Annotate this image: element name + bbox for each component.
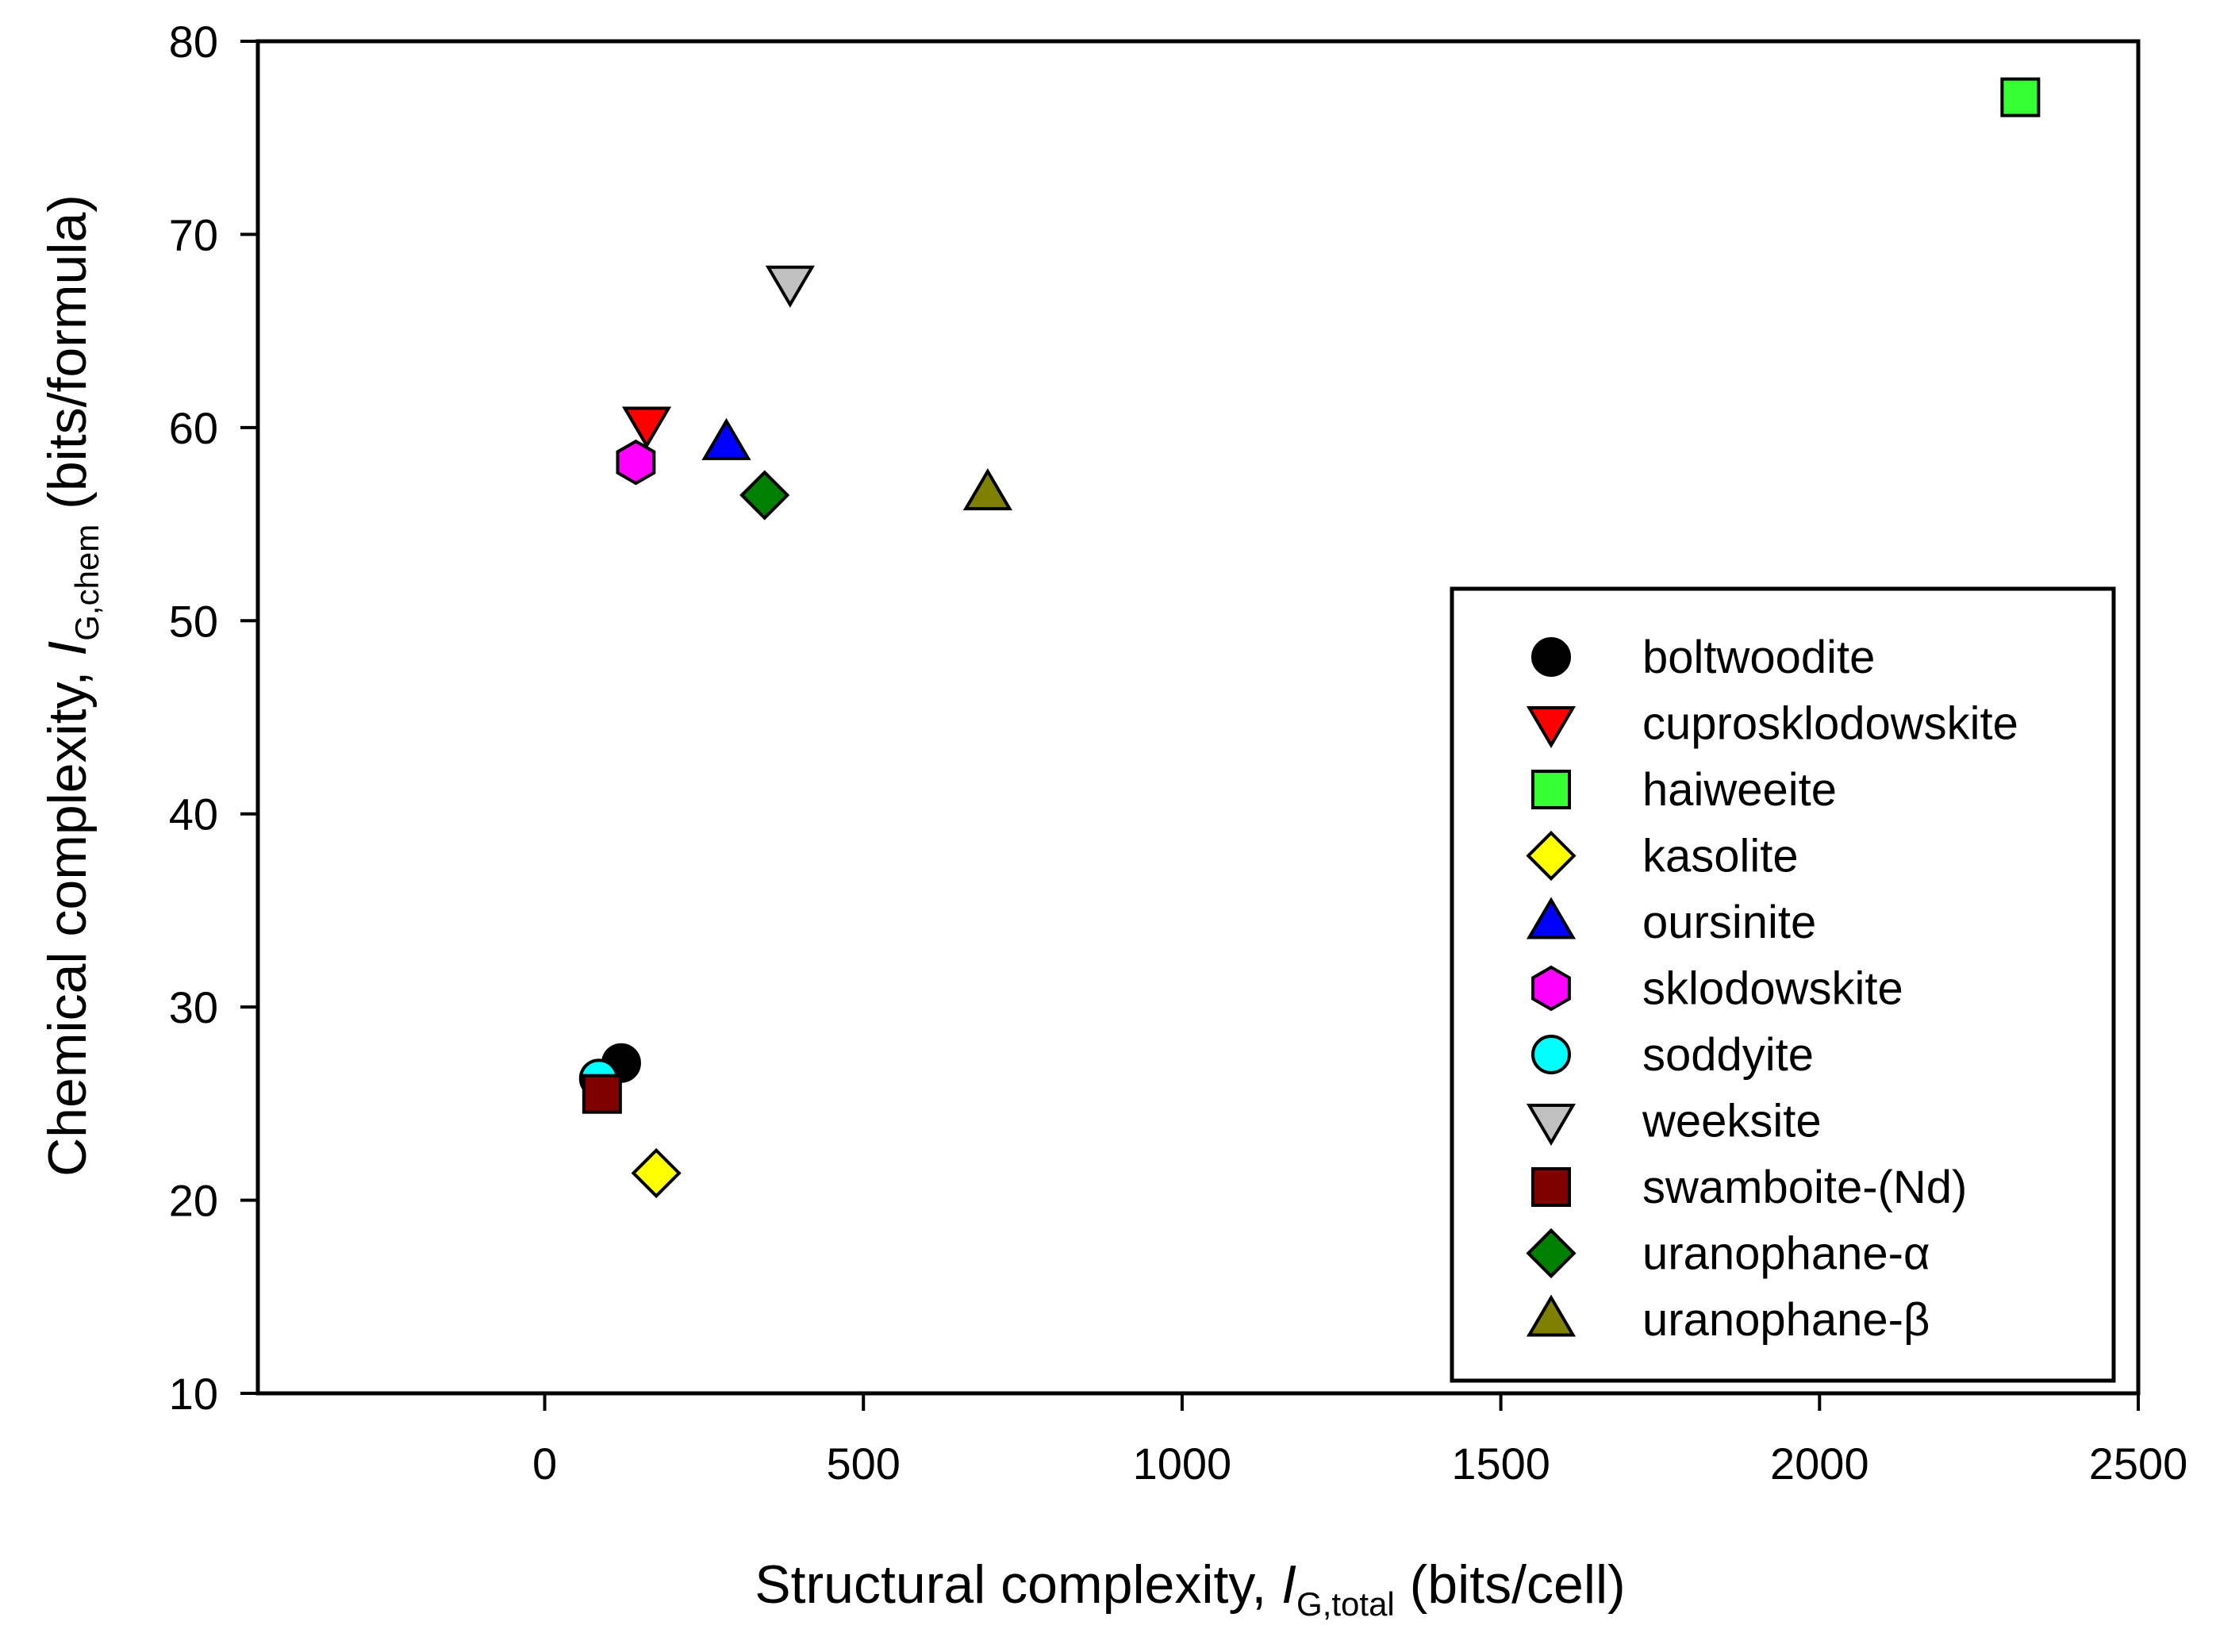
legend-marker bbox=[1531, 1035, 1571, 1074]
x-tick-label: 2500 bbox=[2089, 1439, 2188, 1489]
legend-label: swamboite-(Nd) bbox=[1642, 1162, 1967, 1213]
legend-marker bbox=[1526, 1103, 1577, 1147]
data-point-haiweeite bbox=[2000, 77, 2041, 117]
x-axis-title: Structural complexity, IG,total (bits/ce… bbox=[755, 1554, 1625, 1623]
data-point-sklodowskite bbox=[616, 439, 656, 486]
x-axis-title-post: (bits/cell) bbox=[1395, 1554, 1626, 1615]
legend-marker bbox=[1526, 1227, 1577, 1279]
y-axis-title-post: (bits/formula) bbox=[37, 194, 98, 524]
x-axis-title-pre: Structural complexity, bbox=[755, 1554, 1281, 1615]
data-point-cuprosklodowskite bbox=[621, 406, 672, 449]
legend-label: boltwoodite bbox=[1642, 632, 1875, 683]
data-point-kasolite bbox=[631, 1147, 682, 1199]
y-axis-title-subscript: G,chem bbox=[68, 524, 106, 641]
legend-label: uranophane-β bbox=[1642, 1294, 1930, 1346]
y-tick-label: 10 bbox=[169, 1369, 218, 1419]
y-tick-label: 20 bbox=[169, 1176, 218, 1226]
legend-marker bbox=[1531, 770, 1571, 809]
y-axis-title-pre: Chemical complexity, bbox=[37, 656, 98, 1177]
y-tick-label: 30 bbox=[169, 982, 218, 1032]
y-tick-label: 80 bbox=[169, 17, 218, 67]
legend-label: sklodowskite bbox=[1642, 963, 1903, 1015]
plot-frame bbox=[255, 39, 2141, 1396]
legend-label: soddyite bbox=[1642, 1029, 1814, 1081]
data-point-uranophane- bbox=[962, 468, 1012, 511]
axis-ticks: 0 500 1000 1500 2000 2500 10 20 30 40 50 60 70 80 bbox=[169, 17, 2188, 1489]
legend-marker bbox=[1526, 897, 1577, 939]
data-point-oursinite bbox=[701, 417, 751, 460]
legend-marker bbox=[1526, 705, 1577, 749]
data-point-uranophane- bbox=[739, 470, 790, 521]
legend-label: uranophane-α bbox=[1642, 1228, 1930, 1280]
legend-marker bbox=[1531, 637, 1571, 677]
y-tick-label: 70 bbox=[169, 209, 218, 259]
legend-marker bbox=[1526, 830, 1577, 882]
legend-label: oursinite bbox=[1642, 897, 1816, 948]
legend-label: cuprosklodowskite bbox=[1642, 698, 2018, 750]
x-axis-title-subscript: G,total bbox=[1296, 1585, 1395, 1623]
x-axis-title-italic: I bbox=[1281, 1554, 1296, 1615]
legend: boltwoodite cuprosklodowskite haiweeite kas… bbox=[1450, 586, 2116, 1383]
data-markers bbox=[578, 77, 2041, 1199]
data-point-swamboite-nd- bbox=[582, 1074, 622, 1114]
y-axis-title-italic: I bbox=[37, 641, 98, 656]
legend-marker bbox=[1531, 1167, 1571, 1207]
legend-marker bbox=[1531, 965, 1571, 1012]
legend-label: kasolite bbox=[1642, 831, 1799, 882]
x-tick-label: 1500 bbox=[1451, 1439, 1550, 1489]
y-tick-label: 60 bbox=[169, 403, 218, 453]
x-tick-label: 0 bbox=[532, 1439, 557, 1489]
x-tick-label: 500 bbox=[827, 1439, 901, 1489]
x-tick-label: 1000 bbox=[1133, 1439, 1232, 1489]
y-axis-title: Chemical complexity, IG,chem (bits/formu… bbox=[37, 194, 106, 1177]
y-tick-label: 40 bbox=[169, 790, 218, 839]
data-point-weeksite bbox=[765, 265, 815, 308]
legend-label: weeksite bbox=[1642, 1096, 1822, 1147]
y-tick-label: 50 bbox=[169, 596, 218, 646]
legend-label: haiweeite bbox=[1642, 764, 1837, 816]
x-tick-label: 2000 bbox=[1770, 1439, 1869, 1489]
legend-marker bbox=[1526, 1294, 1577, 1337]
